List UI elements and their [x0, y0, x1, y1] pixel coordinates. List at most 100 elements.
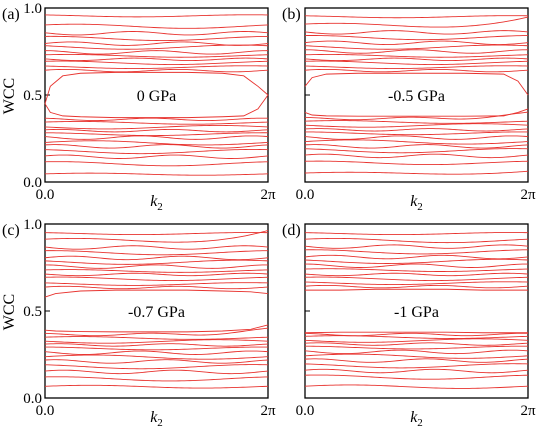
wcc-band-line	[304, 237, 529, 244]
panel-label: (d)	[282, 222, 301, 239]
wcc-band-line	[304, 128, 529, 132]
wcc-band-line	[44, 350, 269, 355]
panel-label: (c)	[2, 222, 20, 239]
wcc-band-line	[44, 68, 269, 73]
wcc-band-line	[304, 170, 529, 175]
x-axis-label-sub: 2	[157, 201, 163, 213]
wcc-band-line	[44, 336, 269, 340]
wcc-gap-edge-line	[44, 94, 269, 119]
wcc-band-line	[44, 50, 269, 55]
wcc-band-line	[304, 268, 529, 272]
x-tick-label: 2π	[520, 187, 536, 203]
x-axis-label-base: k	[150, 409, 158, 426]
wcc-band-line	[44, 132, 269, 136]
wcc-band-line	[44, 57, 269, 62]
wcc-band-line	[44, 41, 269, 46]
x-tick-label: 0.0	[36, 187, 55, 203]
wcc-band-line	[304, 368, 529, 374]
wcc-band-line	[304, 374, 529, 380]
panel-label: (b)	[282, 6, 301, 23]
wcc-band-line	[44, 339, 269, 344]
wcc-band-line	[304, 345, 529, 350]
wcc-band-line	[44, 154, 269, 159]
wcc-gap-edge-line	[304, 331, 528, 334]
x-axis-label: k2	[410, 193, 423, 213]
panel-b: (b) k2 0.0 2π -0.5 GPa	[282, 6, 536, 213]
wcc-band-line	[44, 128, 269, 133]
wcc-band-line	[44, 121, 269, 125]
panel-d: (d) k2 0.0 2π -1 GPa	[282, 222, 536, 427]
wcc-band-line	[44, 346, 269, 351]
y-tick-label: 0.0	[23, 175, 42, 191]
wcc-band-line	[304, 244, 529, 249]
wcc-band-line	[44, 364, 269, 370]
y-tick-label: 1.0	[23, 1, 42, 17]
wcc-band-line	[44, 65, 269, 69]
wcc-band-line	[304, 148, 529, 154]
wcc-band-line	[44, 282, 269, 286]
x-axis-label-sub: 2	[417, 201, 423, 213]
panel-a: (a) WCC k2 0.0 2π 0.0 0.5 1.0 0 GPa	[1, 1, 276, 213]
wcc-band-line	[304, 57, 529, 62]
wcc-band-line	[304, 263, 529, 268]
wcc-band-line	[304, 131, 529, 136]
wcc-band-line	[304, 363, 529, 369]
wcc-band-line	[304, 254, 529, 260]
wcc-band-line	[304, 258, 529, 264]
x-axis-label-base: k	[410, 409, 418, 426]
wcc-gap-edge-line	[44, 324, 269, 333]
wcc-band-line	[304, 249, 529, 255]
wcc-band-line	[304, 144, 529, 149]
wcc-band-line	[44, 259, 269, 265]
wcc-band-line	[304, 139, 529, 145]
wcc-band-line	[304, 49, 529, 54]
wcc-band-line	[304, 353, 529, 359]
wcc-band-line	[304, 272, 529, 277]
wcc-band-line	[304, 30, 529, 35]
wcc-band-line	[44, 369, 269, 375]
pressure-annotation: 0 GPa	[137, 88, 177, 105]
wcc-band-line	[304, 40, 529, 45]
wcc-band-line	[304, 384, 529, 389]
y-tick-label: 0.0	[23, 391, 42, 407]
wcc-band-line	[44, 285, 269, 290]
wcc-band-line	[304, 120, 529, 124]
wcc-band-line	[304, 276, 529, 282]
wcc-band-line	[44, 376, 269, 382]
wcc-band-line	[44, 161, 269, 167]
wcc-gap-edge-line	[44, 289, 269, 298]
wcc-band-line	[44, 354, 269, 360]
y-tick-label: 0.5	[23, 88, 42, 104]
x-tick-label: 2π	[520, 403, 536, 419]
wcc-band-line	[304, 335, 529, 339]
wcc-band-line	[304, 135, 529, 140]
wcc-band-line	[304, 111, 529, 121]
y-tick-label: 0.5	[23, 304, 42, 320]
wcc-band-line	[44, 250, 269, 256]
wcc-band-line	[304, 15, 529, 19]
wcc-band-line	[44, 230, 269, 243]
x-axis-label-base: k	[150, 193, 158, 210]
pressure-annotation: -0.5 GPa	[388, 88, 445, 105]
wcc-band-line	[44, 343, 269, 347]
panel-label: (a)	[2, 6, 20, 23]
wcc-band-line	[304, 342, 529, 346]
wcc-band-line	[304, 35, 529, 41]
wcc-band-line	[44, 140, 269, 146]
panel-c: (c) WCC k2 0.0 2π 0.0 0.5 1.0 -0.7 GPa	[1, 217, 276, 427]
wcc-band-line	[44, 23, 269, 29]
y-axis-label: WCC	[1, 294, 18, 330]
wcc-band-line	[304, 44, 529, 50]
wcc-band-line	[304, 358, 529, 363]
wcc-band-line	[304, 60, 529, 66]
pressure-annotation: -0.7 GPa	[128, 304, 185, 321]
x-tick-label: 0.0	[296, 403, 315, 419]
wcc-band-line	[304, 332, 529, 337]
wcc-band-line	[304, 65, 529, 69]
wcc-band-line	[304, 153, 529, 159]
wcc-band-line	[44, 31, 269, 36]
wcc-band-line	[44, 54, 269, 58]
x-axis-label-sub: 2	[417, 417, 423, 427]
x-tick-label: 2π	[260, 187, 276, 203]
wcc-band-line	[44, 232, 269, 236]
